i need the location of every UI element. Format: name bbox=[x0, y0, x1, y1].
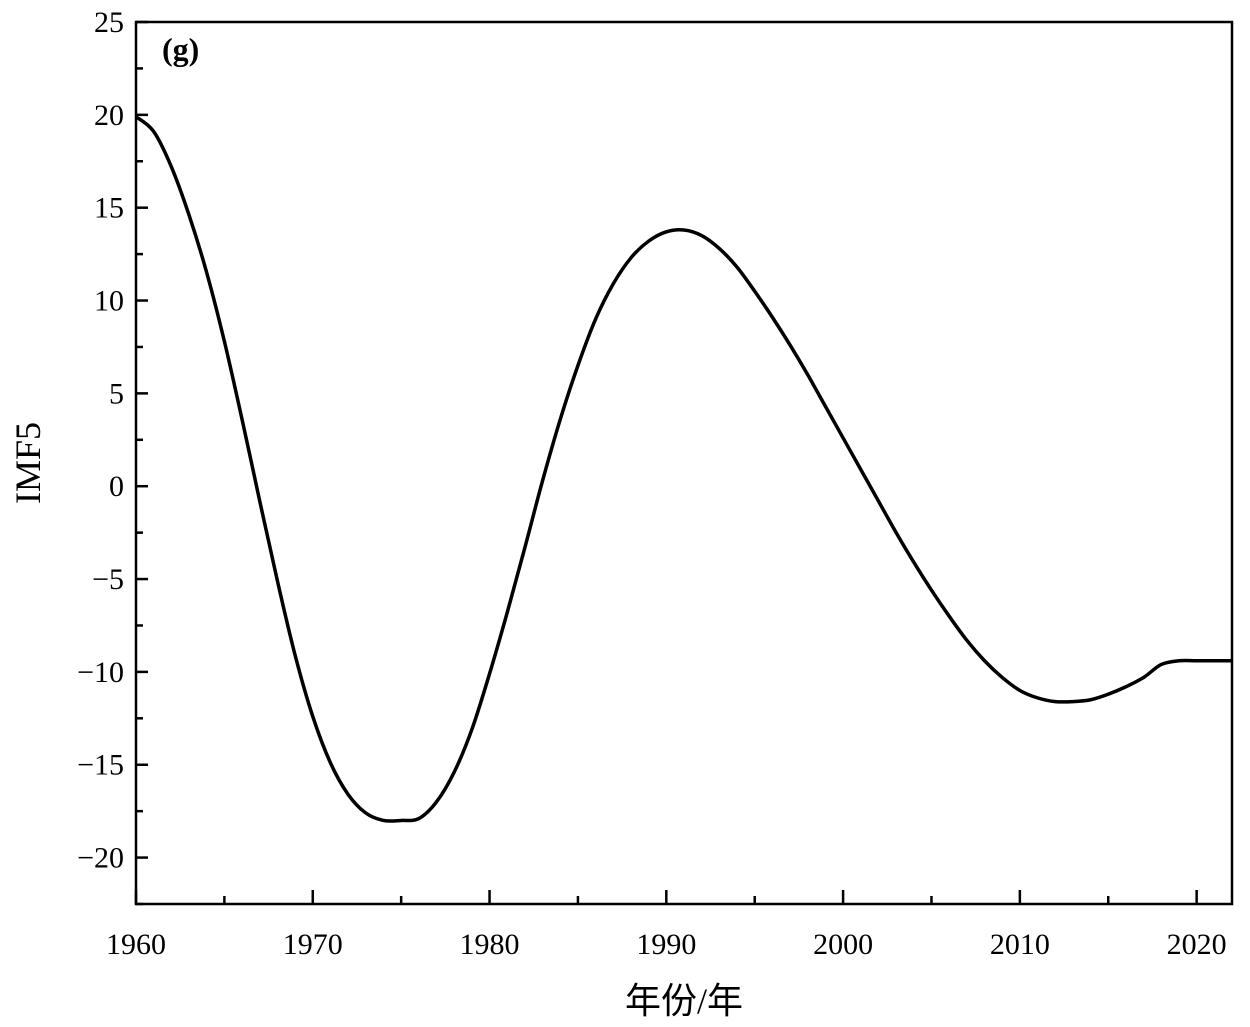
y-tick-label: 10 bbox=[94, 285, 124, 318]
x-tick-label: 1970 bbox=[283, 928, 343, 961]
y-tick-label: −5 bbox=[92, 563, 124, 596]
x-axis-title: 年份/年 bbox=[625, 981, 743, 1021]
y-tick-label: 15 bbox=[94, 192, 124, 225]
y-tick-label: −20 bbox=[77, 842, 124, 875]
series-group bbox=[134, 115, 1232, 823]
x-tick-label: 1990 bbox=[636, 928, 696, 961]
series-line bbox=[134, 115, 1232, 823]
x-tick-label: 1960 bbox=[106, 928, 166, 961]
y-tick-label: 0 bbox=[109, 470, 124, 503]
y-tick-label: 20 bbox=[94, 99, 124, 132]
x-tick-label: 2020 bbox=[1167, 928, 1227, 961]
panel-label: (g) bbox=[162, 31, 199, 67]
x-tick-label: 2010 bbox=[990, 928, 1050, 961]
x-axis-ticks: 1960 1970 1980 1990 2000 2010 2020 bbox=[106, 890, 1227, 961]
y-tick-label: 5 bbox=[109, 377, 124, 410]
x-tick-label: 2000 bbox=[813, 928, 873, 961]
y-axis-title: IMF5 bbox=[8, 422, 48, 504]
y-tick-label: −15 bbox=[77, 749, 124, 782]
x-tick-label: 1980 bbox=[460, 928, 520, 961]
y-tick-label: −10 bbox=[77, 656, 124, 689]
plot-frame bbox=[134, 20, 1234, 906]
y-axis-ticks: −20 −15 −10 −5 0 5 10 15 20 25 bbox=[77, 6, 148, 906]
y-tick-label: 25 bbox=[94, 6, 124, 39]
